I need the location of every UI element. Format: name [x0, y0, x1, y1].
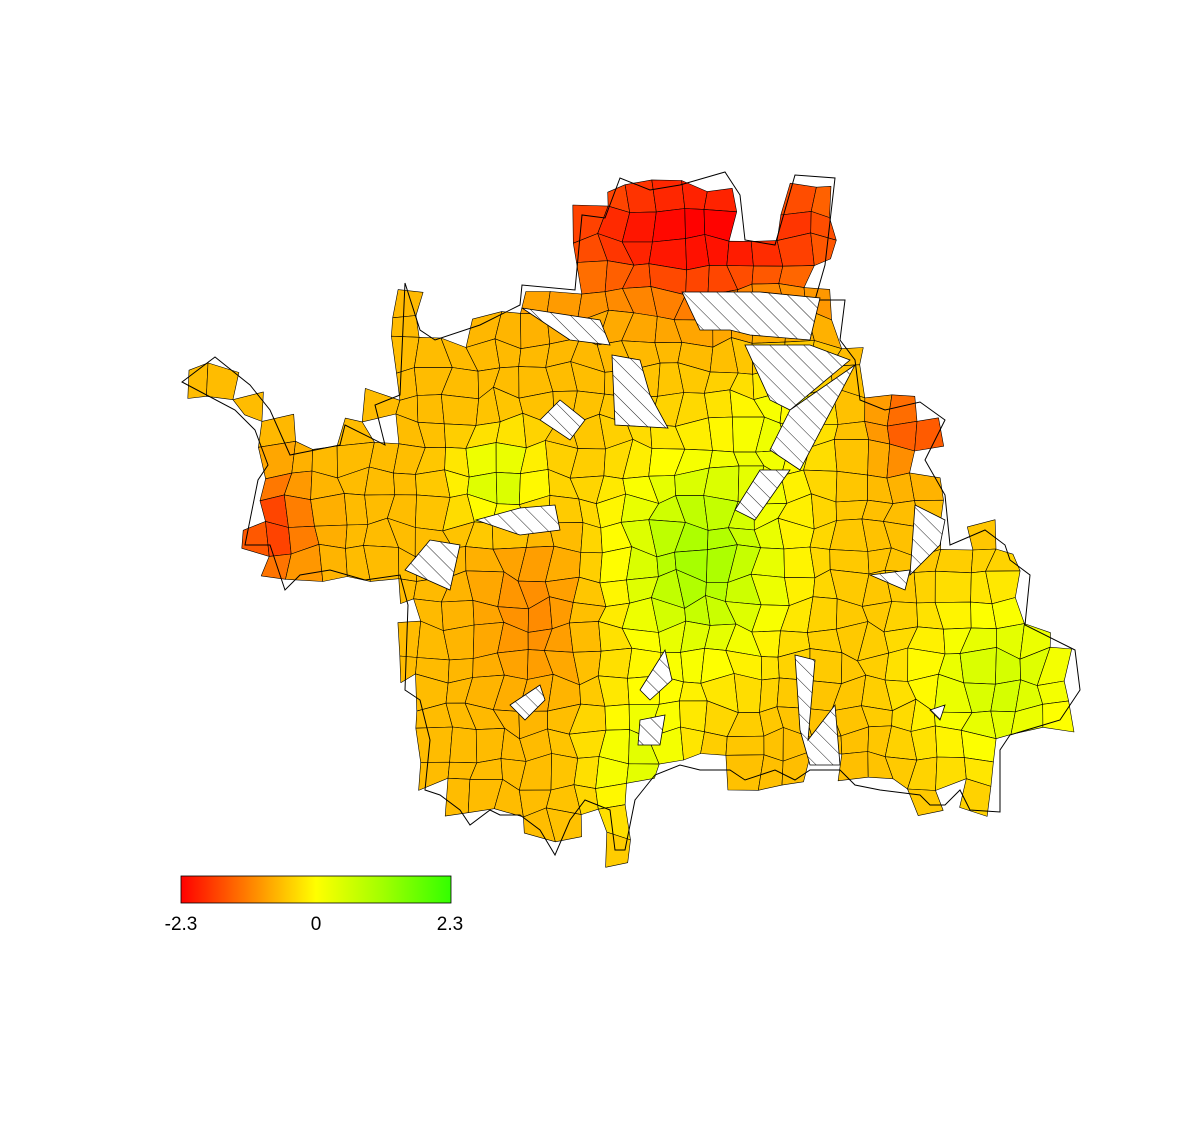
district-polygon	[415, 469, 451, 498]
legend-color-bar	[180, 875, 452, 904]
no-data-area	[539, 399, 586, 441]
no-data-area	[734, 469, 791, 521]
district-polygon	[781, 750, 812, 786]
city-boundary	[181, 171, 1081, 857]
district-polygon	[465, 442, 497, 478]
no-data-area	[404, 539, 461, 591]
district-polygon	[680, 647, 705, 684]
no-data-areas	[404, 291, 946, 766]
district-polygon	[680, 726, 705, 761]
district-polygon	[597, 647, 633, 679]
no-data-area	[929, 704, 946, 721]
district-polygon	[624, 179, 657, 213]
district-polygon	[909, 472, 944, 501]
district-polygon	[726, 240, 754, 267]
district-polygon	[833, 438, 870, 476]
district-polygon	[685, 264, 710, 296]
district-polygon	[914, 417, 945, 452]
district-polygon	[416, 394, 445, 425]
district-polygon	[884, 647, 909, 682]
district-polygon	[959, 647, 997, 685]
district-polygon	[835, 470, 868, 503]
district-polygon	[913, 570, 936, 604]
district-polygon	[258, 440, 296, 480]
district-polygon	[684, 208, 706, 239]
district-polygon	[576, 260, 608, 295]
districts-layer	[181, 171, 1081, 868]
district-polygon	[679, 700, 708, 733]
district-polygon	[733, 673, 763, 714]
legend: -2.3 0 2.3	[165, 875, 463, 935]
district-polygon	[399, 655, 418, 684]
district-polygon	[703, 188, 738, 213]
district-polygon	[626, 763, 660, 784]
district-polygon	[934, 549, 974, 574]
district-polygon	[343, 493, 369, 526]
no-data-area	[909, 504, 946, 577]
district-polygon	[708, 416, 734, 453]
no-data-area	[794, 654, 841, 766]
legend-max-label: 2.3	[437, 914, 463, 935]
district-polygon	[760, 656, 780, 681]
district-polygon	[991, 597, 1025, 630]
district-polygon	[206, 362, 240, 401]
district-polygon	[336, 417, 375, 447]
district-polygon	[886, 394, 918, 427]
no-data-area	[769, 364, 856, 471]
district-polygon	[318, 543, 348, 582]
district-polygon	[283, 494, 315, 528]
district-polygon	[1042, 700, 1075, 733]
district-polygon	[573, 756, 600, 789]
no-data-area	[637, 714, 666, 746]
district-polygon	[783, 546, 816, 579]
district-polygon	[959, 778, 992, 817]
no-data-area	[744, 344, 851, 411]
district-polygon	[393, 472, 417, 496]
district-polygon	[652, 208, 686, 243]
legend-min-label: -2.3	[165, 914, 198, 935]
no-data-area	[611, 354, 669, 429]
district-polygon	[703, 389, 733, 419]
district-polygon	[495, 471, 521, 506]
no-data-area	[474, 504, 561, 536]
district-polygon	[418, 761, 450, 791]
district-polygon	[833, 421, 870, 441]
district-polygon	[440, 394, 480, 426]
district-polygon	[780, 182, 817, 216]
district-polygon	[291, 440, 313, 474]
legend-mid-label: 0	[311, 914, 322, 935]
district-polygon	[391, 315, 420, 338]
no-data-area	[868, 569, 911, 591]
district-polygon	[837, 751, 869, 782]
district-polygon	[725, 754, 765, 791]
district-polygon	[1036, 680, 1069, 705]
district-polygon	[934, 570, 972, 603]
district-polygon	[449, 726, 478, 764]
district-polygon	[934, 725, 965, 758]
no-data-area	[681, 291, 821, 341]
district-polygon	[807, 596, 838, 633]
district-polygon	[569, 621, 602, 653]
district-polygon	[935, 756, 967, 791]
district-polygon	[475, 727, 505, 764]
no-data-area	[509, 684, 546, 721]
district-polygon	[392, 289, 424, 319]
district-polygon	[604, 703, 630, 731]
district-polygon	[187, 362, 209, 399]
district-polygon	[907, 788, 944, 816]
no-data-area	[521, 307, 611, 346]
district-polygon	[681, 180, 708, 210]
district-polygon	[444, 777, 471, 817]
district-polygon	[725, 735, 765, 756]
district-polygon	[361, 388, 401, 423]
district-polygon	[751, 265, 784, 285]
district-polygon	[867, 439, 891, 479]
no-data-area	[639, 648, 673, 701]
district-polygon	[415, 726, 453, 763]
